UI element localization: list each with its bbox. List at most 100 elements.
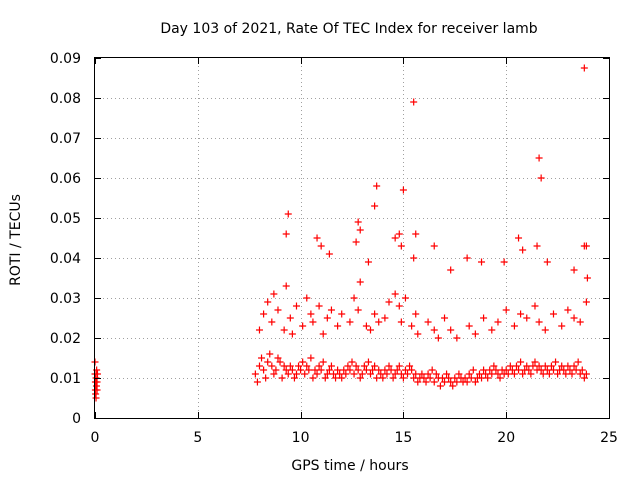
data-point	[467, 374, 475, 382]
data-point	[545, 370, 553, 378]
data-point	[578, 366, 586, 374]
data-point	[371, 202, 379, 210]
data-point	[270, 290, 278, 298]
data-point	[475, 370, 483, 378]
data-point	[432, 370, 440, 378]
data-point	[455, 370, 463, 378]
data-point	[255, 326, 263, 334]
data-point	[560, 366, 568, 374]
data-point	[529, 362, 537, 370]
data-point	[383, 370, 391, 378]
data-point	[412, 310, 420, 318]
data-point	[325, 250, 333, 258]
data-point	[315, 362, 323, 370]
data-point	[264, 298, 272, 306]
data-point	[317, 366, 325, 374]
data-point	[332, 374, 340, 382]
data-point	[547, 362, 555, 370]
data-point	[334, 366, 342, 374]
data-point	[465, 322, 473, 330]
data-point	[352, 362, 360, 370]
data-point	[558, 362, 566, 370]
y-tick-label: 0.07	[50, 131, 81, 147]
data-point	[397, 242, 405, 250]
data-point	[260, 366, 268, 374]
data-point	[385, 298, 393, 306]
x-tick-label: 0	[91, 430, 100, 446]
data-point	[494, 318, 502, 326]
data-point	[480, 366, 488, 374]
x-tick-labels: 0 5 10 15 20 25	[91, 430, 618, 446]
data-point	[572, 366, 580, 374]
y-tick-label: 0.01	[50, 371, 81, 387]
data-point	[512, 362, 520, 370]
data-point	[391, 370, 399, 378]
data-point	[566, 366, 574, 374]
data-point	[369, 366, 377, 374]
data-point	[399, 186, 407, 194]
data-point	[582, 298, 590, 306]
data-point	[537, 366, 545, 374]
data-point	[295, 362, 303, 370]
data-point	[319, 330, 327, 338]
data-point	[486, 366, 494, 374]
data-point	[284, 370, 292, 378]
data-point	[268, 362, 276, 370]
data-point	[422, 378, 430, 386]
data-point	[453, 334, 461, 342]
data-point	[266, 350, 274, 358]
data-point	[262, 374, 270, 382]
data-point	[535, 318, 543, 326]
data-point	[292, 302, 300, 310]
y-tick-label: 0.04	[50, 251, 81, 267]
data-point	[519, 246, 527, 254]
data-point	[278, 374, 286, 382]
data-point	[449, 382, 457, 390]
data-point	[418, 370, 426, 378]
data-point	[307, 310, 315, 318]
data-point	[274, 306, 282, 314]
data-point	[367, 370, 375, 378]
x-tick-label: 20	[497, 430, 515, 446]
y-tick-label: 0.08	[50, 91, 81, 107]
data-point	[381, 314, 389, 322]
data-point	[395, 362, 403, 370]
data-point	[356, 226, 364, 234]
data-point	[568, 370, 576, 378]
y-tick-label: 0.05	[50, 211, 81, 227]
data-point	[338, 374, 346, 382]
x-tick-label: 15	[394, 430, 412, 446]
y-tick-label: 0.02	[50, 331, 81, 347]
data-point	[364, 358, 372, 366]
data-point	[391, 234, 399, 242]
data-point	[531, 358, 539, 366]
data-point	[344, 362, 352, 370]
data-point	[463, 378, 471, 386]
data-point	[492, 366, 500, 374]
data-point	[395, 230, 403, 238]
data-point	[552, 358, 560, 366]
data-point	[338, 310, 346, 318]
data-point	[525, 366, 533, 374]
data-point	[373, 182, 381, 190]
data-point	[377, 370, 385, 378]
data-point	[543, 366, 551, 374]
data-point	[286, 314, 294, 322]
data-point	[381, 366, 389, 374]
data-point	[441, 314, 449, 322]
data-point	[410, 98, 418, 106]
data-point	[313, 234, 321, 242]
data-point	[447, 326, 455, 334]
data-point	[354, 218, 362, 226]
data-point	[309, 374, 317, 382]
data-point	[253, 378, 261, 386]
data-point	[299, 322, 307, 330]
data-point	[412, 370, 420, 378]
data-point	[469, 366, 477, 374]
data-point	[576, 370, 584, 378]
data-point	[327, 306, 335, 314]
y-tick-label: 0.03	[50, 291, 81, 307]
data-point	[445, 374, 453, 382]
data-point	[549, 310, 557, 318]
